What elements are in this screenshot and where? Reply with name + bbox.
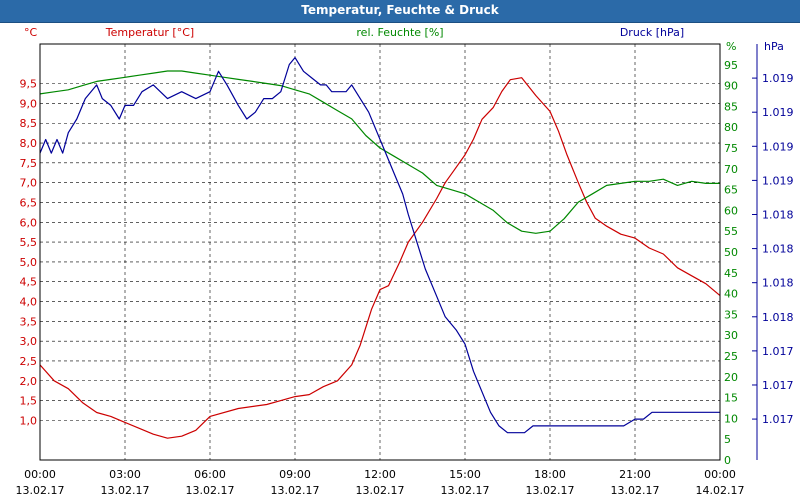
pressure-tick-label: 1.019: [762, 72, 794, 85]
temperature-tick-label: 8,0: [20, 137, 38, 150]
temperature-tick-label: 2,0: [20, 375, 38, 388]
humidity-tick-label: 35: [724, 308, 738, 321]
x-tick-time: 09:00: [279, 468, 311, 481]
temperature-tick-label: 4,0: [20, 296, 38, 309]
temperature-tick-label: 1,5: [20, 395, 38, 408]
humidity-tick-label: 30: [724, 329, 738, 342]
temperature-tick-label: 9,5: [20, 78, 38, 91]
humidity-tick-label: 70: [724, 163, 738, 176]
temperature-tick-label: 7,0: [20, 177, 38, 190]
temperature-tick-label: 9,0: [20, 97, 38, 110]
x-tick-time: 12:00: [364, 468, 396, 481]
pressure-tick-label: 1.018: [762, 243, 794, 256]
temperature-tick-label: 7,5: [20, 157, 38, 170]
x-tick-date: 13.02.17: [186, 484, 235, 497]
grid: [40, 44, 720, 460]
pressure-tick-label: 1.018: [762, 208, 794, 221]
pressure-tick-label: 1.017: [762, 379, 794, 392]
humidity-tick-label: 95: [724, 59, 738, 72]
temperature-tick-label: 5,5: [20, 236, 38, 249]
temperature-tick-label: 6,0: [20, 216, 38, 229]
humidity-tick-label: 45: [724, 267, 738, 280]
plot-frame: [39, 43, 721, 461]
pressure-tick-label: 1.017: [762, 345, 794, 358]
temperature-tick-label: 4,5: [20, 276, 38, 289]
humidity-tick-label: 60: [724, 204, 738, 217]
temperature-tick-label: 2,5: [20, 355, 38, 368]
humidity-unit-label: %: [726, 40, 736, 53]
pressure-tick-label: 1.019: [762, 140, 794, 153]
x-tick-date: 13.02.17: [271, 484, 320, 497]
pressure-tick-label: 1.018: [762, 311, 794, 324]
series-line-temperatur: [39, 77, 721, 439]
pressure-tick-label: 1.018: [762, 277, 794, 290]
temperature-tick-label: 8,5: [20, 117, 38, 130]
humidity-tick-label: 15: [724, 392, 738, 405]
humidity-tick-label: 25: [724, 350, 738, 363]
pressure-unit-label: hPa: [764, 40, 784, 53]
temperature-axis-title: Temperatur [°C]: [105, 26, 194, 39]
humidity-tick-label: 55: [724, 225, 738, 238]
pressure-tick-label: 1.019: [762, 106, 794, 119]
x-tick-date: 13.02.17: [356, 484, 405, 497]
humidity-tick-label: 80: [724, 121, 738, 134]
x-tick-date: 14.02.17: [696, 484, 745, 497]
pressure-tick-label: 1.019: [762, 174, 794, 187]
humidity-tick-label: 65: [724, 184, 738, 197]
tick-labels: 1,0 1,5 2,0 2,5 3,0 3,5 4,0 4,5 5,0 5,5 6,0 6,5 7,0 7…: [16, 59, 794, 497]
x-tick-date: 13.02.17: [101, 484, 150, 497]
series-line-rel-feuchte: [39, 70, 720, 234]
humidity-tick-label: 20: [724, 371, 738, 384]
humidity-axis-title: rel. Feuchte [%]: [356, 26, 443, 39]
window-title: Temperatur, Feuchte & Druck: [301, 3, 499, 17]
x-tick-time: 06:00: [194, 468, 226, 481]
temperature-tick-label: 5,0: [20, 256, 38, 269]
humidity-tick-label: 75: [724, 142, 738, 155]
x-tick-time: 15:00: [449, 468, 481, 481]
series-layer: [39, 56, 721, 439]
temperature-tick-label: 6,5: [20, 196, 38, 209]
humidity-tick-label: 40: [724, 288, 738, 301]
humidity-tick-label: 50: [724, 246, 738, 259]
humidity-tick-label: 90: [724, 80, 738, 93]
temperature-tick-label: 1,0: [20, 414, 38, 427]
temperature-tick-label: 3,5: [20, 315, 38, 328]
humidity-tick-label: 10: [724, 412, 738, 425]
weather-chart: °C Temperatur [°C] rel. Feuchte [%] Druc…: [16, 26, 794, 497]
x-tick-date: 13.02.17: [611, 484, 660, 497]
temperature-unit-label: °C: [24, 26, 38, 39]
x-tick-time: 03:00: [109, 468, 141, 481]
series-line-druck: [39, 56, 720, 434]
x-tick-date: 13.02.17: [526, 484, 575, 497]
x-tick-time: 00:00: [704, 468, 736, 481]
x-tick-time: 21:00: [619, 468, 651, 481]
humidity-tick-label: 85: [724, 100, 738, 113]
humidity-tick-label: 0: [724, 454, 731, 467]
pressure-axis-title: Druck [hPa]: [620, 26, 684, 39]
humidity-tick-label: 5: [724, 433, 731, 446]
x-tick-date: 13.02.17: [441, 484, 490, 497]
window-titlebar: Temperatur, Feuchte & Druck: [0, 0, 800, 23]
x-tick-time: 00:00: [24, 468, 56, 481]
x-tick-date: 13.02.17: [16, 484, 65, 497]
x-tick-time: 18:00: [534, 468, 566, 481]
pressure-tick-label: 1.017: [762, 413, 794, 426]
temperature-tick-label: 3,0: [20, 335, 38, 348]
